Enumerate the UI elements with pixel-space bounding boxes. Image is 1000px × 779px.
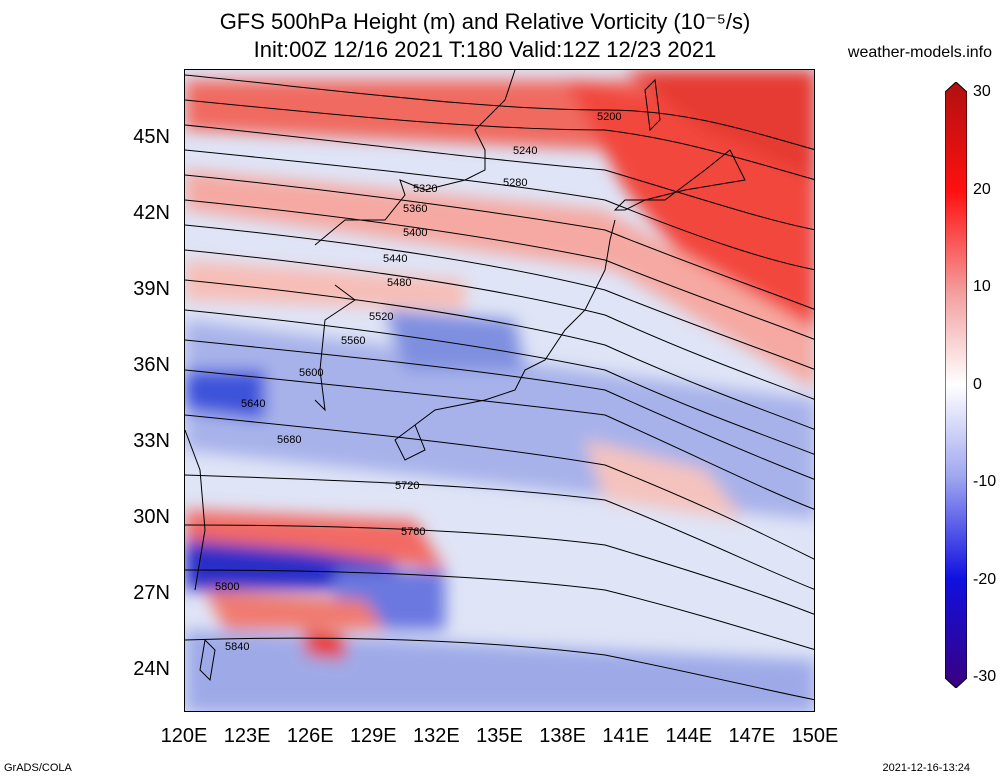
lon-tick-label: 150E: [791, 725, 839, 747]
height-contours: [185, 74, 814, 701]
colorbar-tick-label: 0: [973, 375, 982, 393]
contour-label: 5320: [413, 183, 437, 195]
contour-labels: 5200 5240 5280 5320 5360 5400 5440 5480 …: [215, 111, 621, 653]
lat-tick-label: 27N: [133, 582, 170, 604]
contour-label: 5280: [503, 177, 527, 189]
colorbar-tick-label: -30: [973, 668, 997, 685]
colorbar-tick-label: -20: [973, 570, 997, 588]
lon-tick-label: 120E: [160, 725, 208, 747]
lon-tick-label: 141E: [602, 725, 650, 747]
chart-title-line1: GFS 500hPa Height (m) and Relative Vorti…: [219, 9, 751, 34]
contour-label: 5600: [299, 367, 323, 379]
lat-tick-label: 30N: [133, 506, 170, 528]
footer-right: 2021-12-16-13:24: [882, 762, 970, 774]
contour-label: 5760: [401, 526, 425, 538]
lon-tick-label: 147E: [728, 725, 776, 747]
contour-label: 5560: [341, 335, 365, 347]
lon-tick-label: 123E: [223, 725, 271, 747]
map-panel: 5200 5240 5280 5320 5360 5400 5440 5480 …: [184, 69, 815, 712]
contour-label: 5360: [403, 203, 427, 215]
contour-label: 5680: [277, 434, 301, 446]
contour-label: 5400: [403, 227, 427, 239]
lon-tick-label: 135E: [476, 725, 523, 747]
contour-label: 5480: [387, 277, 411, 289]
lon-tick-label: 126E: [286, 725, 334, 747]
colorbar-tick-label: 20: [973, 180, 991, 198]
chart-title-line2: Init:00Z 12/16 2021 T:180 Valid:12Z 12/2…: [253, 37, 717, 62]
site-label: weather-models.info: [847, 44, 992, 61]
lat-tick-label: 45N: [133, 126, 170, 148]
contour-label: 5440: [383, 253, 407, 265]
lat-tick-label: 36N: [133, 354, 170, 376]
colorbar-tick-label: 10: [973, 278, 991, 295]
contour-label: 5720: [395, 480, 419, 492]
contour-label: 5520: [369, 311, 393, 323]
vorticity-map: 5200 5240 5280 5320 5360 5400 5440 5480 …: [185, 70, 814, 711]
lat-tick-label: 39N: [133, 278, 170, 300]
contour-label: 5640: [241, 398, 265, 410]
contour-label: 5840: [225, 641, 249, 653]
lon-tick-label: 129E: [349, 725, 397, 747]
lon-tick-label: 144E: [665, 725, 713, 747]
footer-left: GrADS/COLA: [4, 762, 72, 774]
lat-tick-label: 42N: [133, 202, 170, 224]
colorbar-tick-label: 30: [973, 83, 991, 100]
contour-label: 5240: [513, 145, 537, 157]
colorbar: [945, 82, 967, 688]
lat-tick-label: 24N: [133, 658, 170, 680]
colorbar-tick-label: -10: [973, 473, 997, 490]
lon-tick-label: 132E: [413, 725, 460, 747]
contour-label: 5200: [597, 111, 621, 123]
coastlines: [185, 70, 746, 682]
contour-label: 5800: [215, 581, 239, 593]
lon-tick-label: 138E: [539, 725, 586, 747]
lat-tick-label: 33N: [133, 430, 170, 452]
